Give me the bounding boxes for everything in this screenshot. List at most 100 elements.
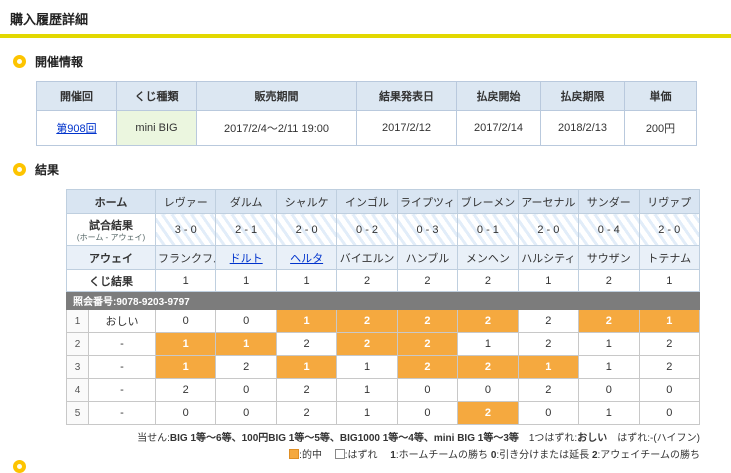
- pick-cell: 2: [517, 332, 580, 356]
- pick-cell: 0: [215, 309, 277, 333]
- pick-row-number: 2: [66, 332, 89, 356]
- pick-cell: 2: [638, 355, 701, 379]
- match-result-row: 試合結果 (ホーム - アウェイ) 3 - 0 2 - 1 2 - 0 0 - …: [65, 213, 701, 246]
- pick-cell: 2: [457, 355, 519, 379]
- result-date-cell: 2017/2/12: [356, 110, 457, 146]
- score-cell: 2 - 0: [275, 213, 338, 246]
- home-team-cell: リヴァプ: [638, 189, 701, 214]
- lottery-result-cell: 2: [336, 269, 398, 292]
- unit-price-cell: 200円: [624, 110, 697, 146]
- lottery-result-cell: 2: [457, 269, 519, 292]
- away-team-link[interactable]: ドルト: [229, 252, 263, 265]
- hit-swatch-icon: [289, 449, 300, 459]
- home-team-cell: サンダー: [578, 189, 640, 214]
- pick-cell: 1: [275, 309, 338, 333]
- pick-cell: 0: [155, 401, 217, 425]
- pick-cell: 0: [457, 378, 519, 402]
- pick-cell: 2: [396, 355, 459, 379]
- legend-miss-text: はずれ:-(ハイフン): [607, 433, 700, 444]
- pick-cell: 2: [336, 332, 398, 356]
- legend-near-label: おしい: [577, 433, 608, 444]
- match-result-label: 試合結果 (ホーム - アウェイ): [65, 213, 157, 246]
- away-team-cell: ドルト: [215, 245, 277, 270]
- legend-win-prefix: 当せん:: [137, 433, 170, 444]
- legend-code-1: 1: [390, 450, 396, 461]
- legend-code-1-text: :ホームチームの勝ち: [395, 450, 491, 461]
- pick-cell: 2: [275, 401, 338, 425]
- away-team-link[interactable]: ヘルタ: [290, 252, 324, 265]
- pick-cell: 2: [155, 378, 217, 402]
- score-cell: 3 - 0: [155, 213, 217, 246]
- lottery-result-cell: 1: [638, 269, 701, 292]
- lottery-result-cell: 1: [215, 269, 277, 292]
- page-title: 購入履歴詳細: [10, 12, 89, 27]
- results-table: ホーム レヴァー ダルム シャルケ インゴル ライプツィ ブレーメン アーセナル…: [65, 189, 701, 425]
- away-team-cell: メンヘン: [457, 245, 519, 270]
- section-bullet-icon: [13, 55, 26, 68]
- pick-cell: 0: [396, 401, 459, 425]
- col-header-result-date: 結果発表日: [356, 81, 457, 111]
- title-divider: [0, 34, 731, 38]
- pick-row: 4 - 2 0 2 1 0 0 2 0 0: [66, 378, 701, 402]
- lottery-result-cell: 2: [396, 269, 459, 292]
- score-cell: 0 - 2: [336, 213, 398, 246]
- pick-row-status: -: [87, 401, 157, 425]
- match-result-label-main: 試合結果: [89, 220, 133, 232]
- legend-hit-label: :的中: [299, 450, 322, 461]
- legend-code-0: 0: [490, 450, 497, 461]
- event-info-header-row: 開催回 くじ種類 販売期間 結果発表日 払戻開始 払戻期限 単価: [36, 81, 697, 111]
- pick-cell: 0: [517, 401, 580, 425]
- pick-row-status: -: [87, 355, 157, 379]
- home-teams-row: ホーム レヴァー ダルム シャルケ インゴル ライプツィ ブレーメン アーセナル…: [65, 189, 701, 214]
- col-header-sales-period: 販売期間: [196, 81, 357, 111]
- home-row-label: ホーム: [65, 189, 157, 214]
- pick-cell: 1: [578, 332, 640, 356]
- pick-cell: 1: [215, 332, 277, 356]
- away-team-cell: ハルシティ: [517, 245, 580, 270]
- pick-row-number: 4: [66, 378, 89, 402]
- pick-cell: 0: [215, 401, 277, 425]
- sales-period-cell: 2017/2/4～2/11 19:00: [196, 110, 357, 146]
- pick-cell: 1: [638, 309, 701, 333]
- legend-code-2-text: :アウェイチームの勝ち: [597, 450, 700, 461]
- col-header-unit-price: 単価: [624, 81, 697, 111]
- pick-row-status: -: [87, 332, 157, 356]
- legend-miss-label: :はずれ: [344, 450, 378, 461]
- result-legend: 当せん:BIG 1等～6等、100円BIG 1等～5等、BIG1000 1等～4…: [66, 432, 700, 462]
- pick-cell: 2: [517, 309, 580, 333]
- pick-cell: 1: [336, 401, 398, 425]
- away-team-cell: サウザン: [578, 245, 640, 270]
- pick-cell: 1: [578, 401, 640, 425]
- pick-row: 2 - 1 1 2 2 2 1 2 1 2: [66, 332, 701, 356]
- lottery-result-cell: 1: [155, 269, 217, 292]
- score-cell: 2 - 1: [215, 213, 277, 246]
- pick-cell: 1: [275, 355, 338, 379]
- score-cell: 0 - 4: [578, 213, 640, 246]
- pick-cell: 0: [578, 378, 640, 402]
- legend-code-2: 2: [591, 450, 598, 461]
- results-section-header: 結果: [13, 161, 731, 178]
- home-team-cell: ダルム: [215, 189, 277, 214]
- pick-row: 5 - 0 0 2 1 0 2 0 1 0: [66, 401, 701, 425]
- col-header-refund-deadline: 払戻期限: [540, 81, 625, 111]
- legend-code-0-text: :引き分けまたは延長: [496, 450, 592, 461]
- away-team-cell: トテナム: [638, 245, 701, 270]
- pick-cell: 0: [638, 378, 701, 402]
- pick-cell: 2: [336, 309, 398, 333]
- pick-cell: 0: [638, 401, 701, 425]
- score-cell: 2 - 0: [517, 213, 580, 246]
- pick-cell: 1: [578, 355, 640, 379]
- away-team-cell: バイエルン: [336, 245, 398, 270]
- away-row-label: アウェイ: [65, 245, 157, 270]
- round-cell: 第908回: [36, 110, 117, 146]
- pick-cell: 2: [578, 309, 640, 333]
- event-info-heading: 開催情報: [35, 55, 84, 69]
- purchase-history-detail-page: 購入履歴詳細 開催情報 開催回 くじ種類 販売期間 結果発表日 払戻開始 払戻期…: [0, 12, 731, 473]
- away-team-cell: ハンブル: [396, 245, 459, 270]
- away-teams-row: アウェイ フランクフル ドルト ヘルタ バイエルン ハンブル メンヘン ハルシテ…: [65, 245, 701, 270]
- home-team-cell: ブレーメン: [457, 189, 519, 214]
- match-result-label-sub: (ホーム - アウェイ): [76, 233, 146, 242]
- lottery-type-cell: mini BIG: [116, 110, 197, 146]
- event-info-row: 第908回 mini BIG 2017/2/4～2/11 19:00 2017/…: [36, 110, 697, 146]
- round-link[interactable]: 第908回: [56, 123, 97, 135]
